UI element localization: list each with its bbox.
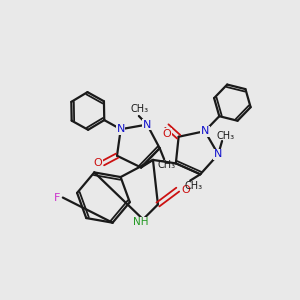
Text: N: N — [143, 120, 151, 130]
Text: CH₃: CH₃ — [131, 104, 149, 114]
Text: NH: NH — [133, 217, 149, 227]
Text: N: N — [116, 124, 125, 134]
Text: O: O — [181, 184, 190, 195]
Text: CH₃: CH₃ — [157, 160, 175, 170]
Text: N: N — [214, 149, 222, 159]
Text: N: N — [201, 126, 209, 136]
Text: O: O — [163, 129, 171, 139]
Text: CH₃: CH₃ — [217, 131, 235, 141]
Text: CH₃: CH₃ — [184, 181, 202, 190]
Text: O: O — [94, 158, 102, 168]
Text: F: F — [54, 193, 60, 202]
